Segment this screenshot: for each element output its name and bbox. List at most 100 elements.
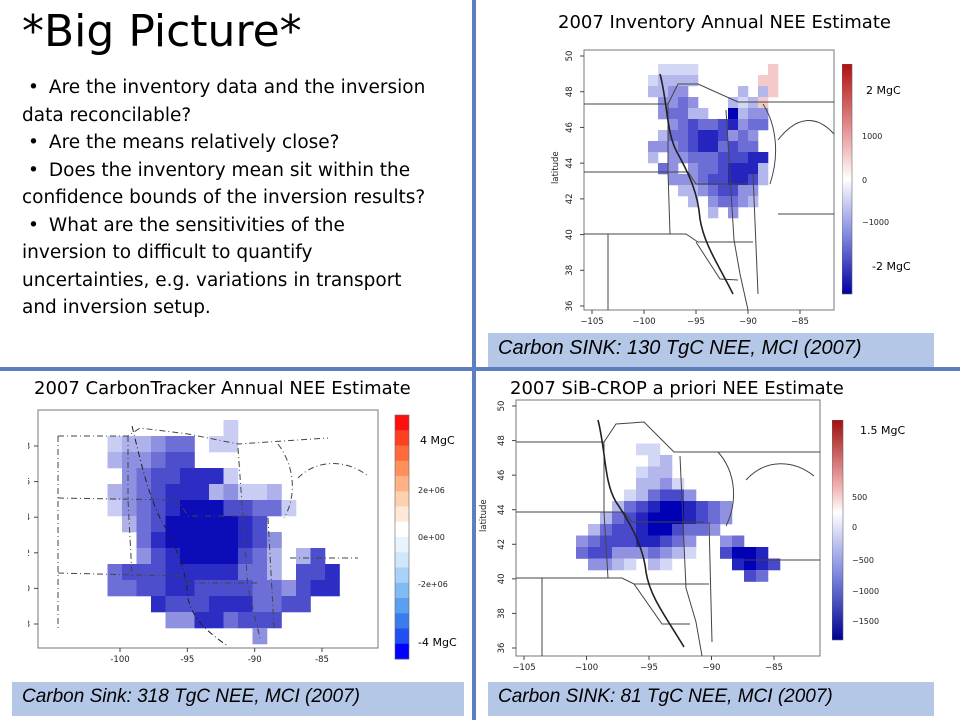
grid-cell <box>209 468 224 485</box>
bullet-item: What are the sensitivities of the invers… <box>22 212 432 322</box>
grid-cell <box>688 185 699 197</box>
grid-cell <box>660 478 673 490</box>
grid-cell <box>732 558 745 571</box>
grid-cell <box>648 75 659 87</box>
bullet-item: Are the means relatively close? <box>22 129 432 157</box>
grid-cell <box>223 484 239 501</box>
grid-cell <box>668 130 679 142</box>
grid-cell <box>267 596 282 613</box>
grid-cell <box>732 547 745 559</box>
grid-cell <box>660 489 673 502</box>
y-tick-label: 40 <box>497 573 507 584</box>
bullet-item: Does the inventory mean sit within the c… <box>22 157 432 212</box>
grid-cell <box>209 532 224 549</box>
grid-cell <box>636 512 649 525</box>
grid-cell <box>136 468 152 485</box>
grid-cell <box>738 141 749 153</box>
inventory-panel-title: 2007 Inventory Annual NEE Estimate <box>558 12 891 33</box>
inventory-cb-bottom-label: -2 MgC <box>872 260 911 273</box>
colorbar-segment <box>395 506 409 523</box>
y-tick-label: 42 <box>497 539 507 550</box>
inventory-grid-cells <box>648 64 779 219</box>
grid-cell <box>688 119 699 131</box>
grid-cell <box>576 547 589 559</box>
x-tick-label: -95 <box>180 655 194 665</box>
inventory-x-ticks: −105 −100 −95 −90 −85 <box>580 310 809 327</box>
grid-cell <box>698 152 709 164</box>
grid-cell <box>223 436 239 453</box>
grid-cell <box>151 596 166 613</box>
x-tick-label: −100 <box>575 663 598 673</box>
grid-cell <box>136 532 152 549</box>
grid-cell <box>718 141 729 153</box>
grid-cell <box>696 512 709 525</box>
grid-cell <box>658 141 669 153</box>
grid-cell <box>748 119 759 131</box>
grid-cell <box>180 516 195 533</box>
grid-cell <box>728 108 739 120</box>
grid-cell <box>696 524 709 536</box>
sibcrop-state-borders <box>516 421 820 657</box>
grid-cell <box>648 524 661 536</box>
grid-cell <box>576 535 589 548</box>
y-tick-label: 44 <box>497 504 507 515</box>
x-tick-label: −95 <box>640 663 658 673</box>
grid-cell <box>122 452 137 469</box>
grid-cell <box>107 564 123 581</box>
carbontracker-cb-bottom-label: -4 MgC <box>418 636 457 649</box>
inventory-y-ticks: 50 48 46 44 42 40 38 36 <box>565 51 584 311</box>
colorbar-segment <box>395 445 409 462</box>
carbontracker-x-ticks: -100 -95 -90 -85 <box>110 648 329 665</box>
grid-cell <box>672 489 685 502</box>
grid-cell <box>688 108 699 120</box>
grid-cell <box>698 130 709 142</box>
colorbar-segment <box>395 598 409 614</box>
grid-cell <box>684 535 697 548</box>
grid-cell <box>684 524 697 536</box>
grid-cell <box>624 524 637 536</box>
grid-cell <box>678 97 689 109</box>
grid-cell <box>708 207 719 219</box>
grid-cell <box>612 501 625 513</box>
grid-cell <box>718 119 729 131</box>
colorbar-segment <box>395 415 409 431</box>
sibcrop-cb-tick: −500 <box>852 556 874 565</box>
grid-cell <box>738 196 749 208</box>
grid-cell <box>165 596 181 613</box>
grid-cell <box>252 612 268 629</box>
grid-cell <box>624 501 637 513</box>
grid-cell <box>658 64 669 76</box>
grid-cell <box>267 532 282 549</box>
grid-cell <box>151 436 166 453</box>
grid-cell <box>668 174 679 186</box>
grid-cell <box>728 196 739 208</box>
grid-cell <box>209 516 224 533</box>
grid-cell <box>728 163 739 175</box>
horizontal-divider <box>0 367 960 371</box>
grid-cell <box>136 516 152 533</box>
carbontracker-panel-title: 2007 CarbonTracker Annual NEE Estimate <box>34 378 411 399</box>
grid-cell <box>672 535 685 548</box>
grid-cell <box>194 564 210 581</box>
grid-cell <box>738 163 749 175</box>
grid-cell <box>122 436 137 453</box>
grid-cell <box>748 130 759 142</box>
grid-cell <box>194 500 210 517</box>
grid-cell <box>165 612 181 629</box>
grid-cell <box>238 596 253 613</box>
grid-cell <box>252 628 268 645</box>
grid-cell <box>194 532 210 549</box>
grid-cell <box>624 547 637 559</box>
grid-cell <box>708 130 719 142</box>
grid-cell <box>678 108 689 120</box>
grid-cell <box>588 524 601 536</box>
grid-cell <box>678 130 689 142</box>
grid-cell <box>238 484 253 501</box>
grid-cell <box>728 185 739 197</box>
x-tick-label: −85 <box>765 663 783 673</box>
grid-cell <box>728 174 739 186</box>
grid-cell <box>296 548 311 565</box>
grid-cell <box>636 489 649 502</box>
grid-cell <box>758 86 769 98</box>
inventory-y-axis-label: latitude <box>551 151 561 184</box>
